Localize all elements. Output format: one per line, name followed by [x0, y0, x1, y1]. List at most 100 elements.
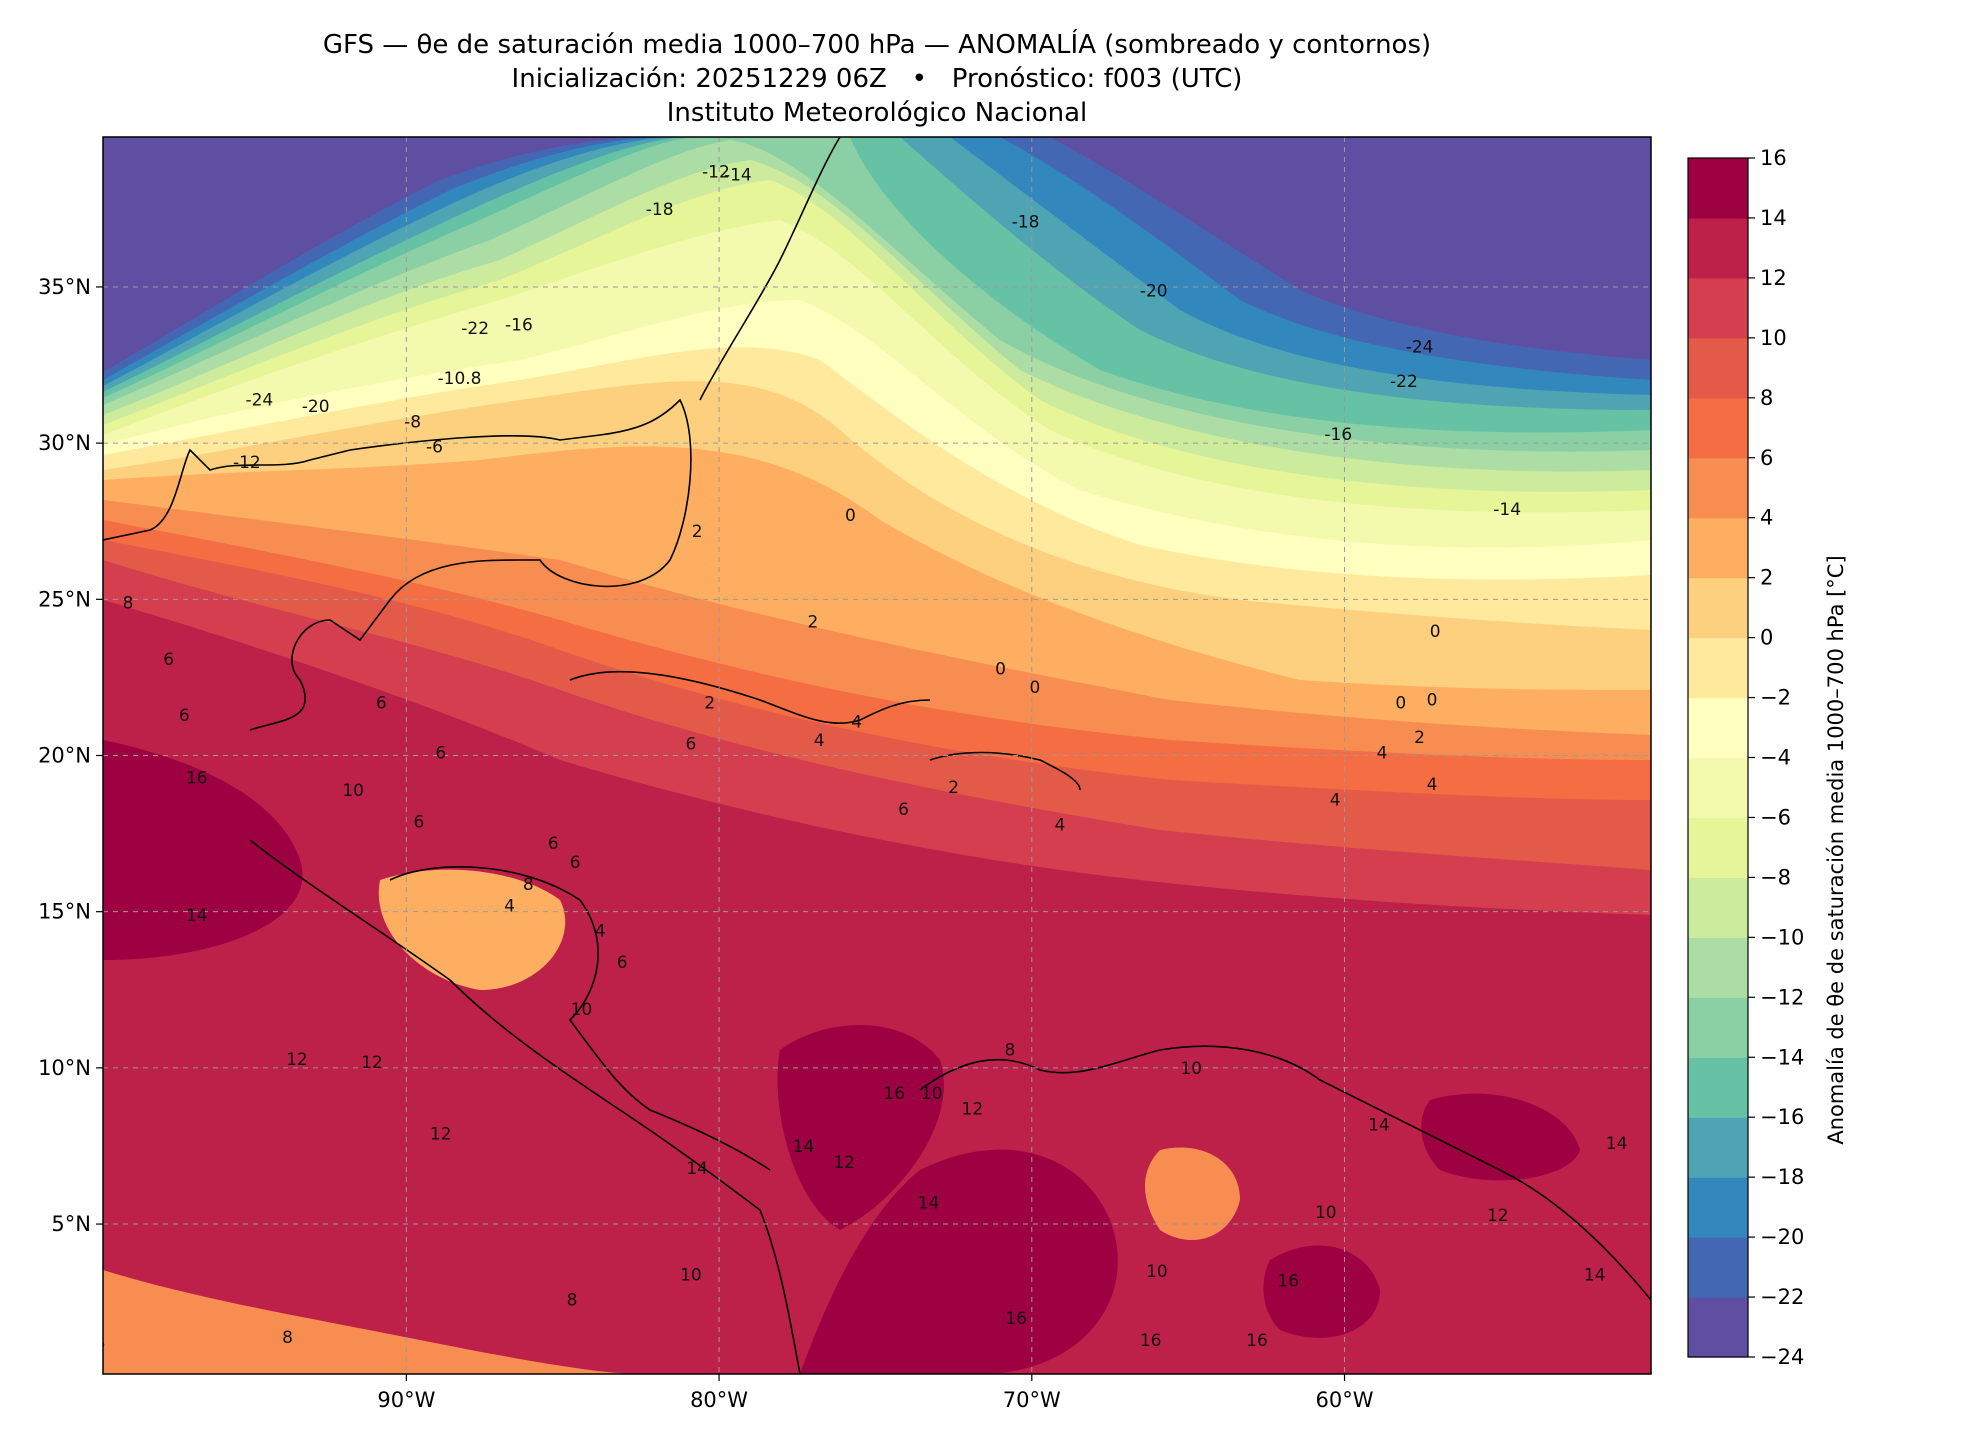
contour-label: 10: [1180, 1059, 1202, 1079]
colorbar-label: Anomalía de θe de saturación media 1000–…: [1824, 555, 1848, 1144]
colorbar-swatch: [1688, 577, 1748, 639]
us-east-coast-line: [699, 137, 841, 401]
colorbar-tick-label: −8: [1760, 865, 1791, 889]
colorbar-tick-label: −6: [1760, 805, 1791, 829]
contour-label: 0: [1395, 694, 1406, 714]
contour-label: 6: [686, 734, 697, 754]
lon-tick-label: 70°W: [1003, 1388, 1061, 1412]
contour-label: 10: [1315, 1203, 1337, 1223]
colorbar-tick-label: 0: [1760, 626, 1773, 650]
contour-label: 16: [883, 1084, 905, 1104]
contour-label: 12: [286, 1050, 308, 1070]
core-amazon: [1263, 1245, 1380, 1338]
colorbar-swatch: [1688, 158, 1748, 219]
contour-label: 4: [814, 731, 825, 751]
contour-label: -12: [702, 163, 730, 183]
contour-label: -8: [404, 413, 421, 433]
contour-label: 2: [704, 694, 715, 714]
contour-label-layer: -24 -20-22 -16-10.8-18-12-14-18-20-24-22-1…: [94, 163, 1628, 1354]
colorbar-swatch: [1688, 637, 1748, 699]
contour-label: 8: [523, 875, 534, 895]
colorbar: −24−22−20−18−16−14−12−10−8−6−4−202468101…: [1687, 146, 1804, 1369]
contour-label: 2: [1414, 728, 1425, 748]
contour-label: 0: [995, 659, 1006, 679]
colorbar-tick-label: −14: [1760, 1045, 1804, 1069]
contour-label: -24: [245, 391, 273, 411]
contour-label: -14: [1493, 500, 1521, 520]
contour-label: 16: [1246, 1331, 1268, 1351]
south-america-north-coast: [919, 1045, 1651, 1301]
lat-tick-label: 15°N: [38, 900, 91, 924]
contour-label: 4: [1330, 790, 1341, 810]
contour-label: -22: [1390, 372, 1418, 392]
colorbar-swatch: [1688, 1117, 1748, 1178]
colorbar-tick-label: −4: [1760, 746, 1791, 770]
contour-label: 12: [1487, 1206, 1509, 1226]
contour-label: 10: [921, 1084, 943, 1104]
contour-label: 6: [94, 1334, 105, 1354]
contour-label: 0: [845, 506, 856, 526]
contour-label: 14: [1584, 1265, 1606, 1285]
contour-label: -12: [233, 453, 261, 473]
contour-label: 6: [435, 744, 446, 764]
colorbar-tick-label: −20: [1760, 1225, 1804, 1249]
contour-label: 2: [807, 612, 818, 632]
contour-label: 6: [163, 650, 174, 670]
contour-label: 8: [567, 1290, 578, 1310]
latitude-axis: 35°N 30°N 25°N 20°N 15°N 10°N 5°N: [38, 275, 103, 1236]
colorbar-swatch: [1688, 1237, 1748, 1298]
colorbar-tick-label: −24: [1760, 1345, 1804, 1369]
contour-label: 12: [430, 1125, 452, 1145]
contour-label: -24: [1406, 338, 1434, 358]
contour-label: 10: [1146, 1262, 1168, 1282]
contour-label: 4: [851, 712, 862, 732]
colorbar-tick-label: 2: [1760, 566, 1773, 590]
title-block: GFS — θe de saturación media 1000–700 hP…: [103, 28, 1651, 130]
colorbar-swatch: [1688, 877, 1748, 938]
lon-tick-label: 80°W: [690, 1388, 748, 1412]
contour-label: -16: [505, 316, 533, 336]
colorbar-swatch: [1688, 817, 1748, 878]
coastlines: [103, 137, 1651, 1374]
contour-label: 2: [948, 778, 959, 798]
lat-tick-label: 35°N: [38, 275, 91, 299]
contour-label: 14: [1606, 1134, 1628, 1154]
colorbar-swatch: [1688, 277, 1748, 339]
contour-label: 16: [1005, 1309, 1027, 1329]
contour-label: 6: [413, 812, 424, 832]
colorbar-swatch: [1688, 757, 1748, 819]
cuba-line: [569, 670, 931, 724]
lat-tick-label: 10°N: [38, 1056, 91, 1080]
lon-tick-label: 60°W: [1316, 1388, 1374, 1412]
contour-label: 4: [504, 897, 515, 917]
contour-label: -20: [302, 397, 330, 417]
colorbar-tick-label: 10: [1760, 326, 1787, 350]
contour-label: -22: [461, 319, 489, 339]
contour-label: 10: [571, 1000, 593, 1020]
colorbar-tick-label: −16: [1760, 1105, 1804, 1129]
colorbar-tick-label: 14: [1760, 206, 1787, 230]
hispaniola-line: [929, 751, 1081, 791]
contour-label: 8: [123, 594, 134, 614]
colorbar-tick-label: 8: [1760, 386, 1773, 410]
colorbar-swatch: [1688, 397, 1748, 459]
contour-label: 12: [833, 1153, 855, 1173]
lat-tick-label: 25°N: [38, 587, 91, 611]
colorbar-tick-label: 6: [1760, 446, 1773, 470]
contour-label: 4: [1377, 744, 1388, 764]
contour-label: 14: [186, 906, 208, 926]
longitude-axis: 90°W 80°W 70°W 60°W: [377, 1374, 1374, 1412]
colorbar-swatch: [1688, 1177, 1748, 1238]
gulf-coast-line: [103, 398, 692, 731]
colorbar-swatch: [1688, 517, 1748, 579]
band-south-pacific: [103, 1270, 640, 1374]
central-america-caribbean-coast: [389, 866, 771, 1171]
contour-label: 6: [179, 706, 190, 726]
contour-label: 4: [1055, 815, 1066, 835]
contour-label: -14: [724, 166, 752, 186]
colorbar-tick-label: −2: [1760, 686, 1791, 710]
contour-label: 12: [962, 1100, 984, 1120]
anomaly-shading: [103, 137, 1651, 1374]
colorbar-tick-label: 4: [1760, 506, 1773, 530]
